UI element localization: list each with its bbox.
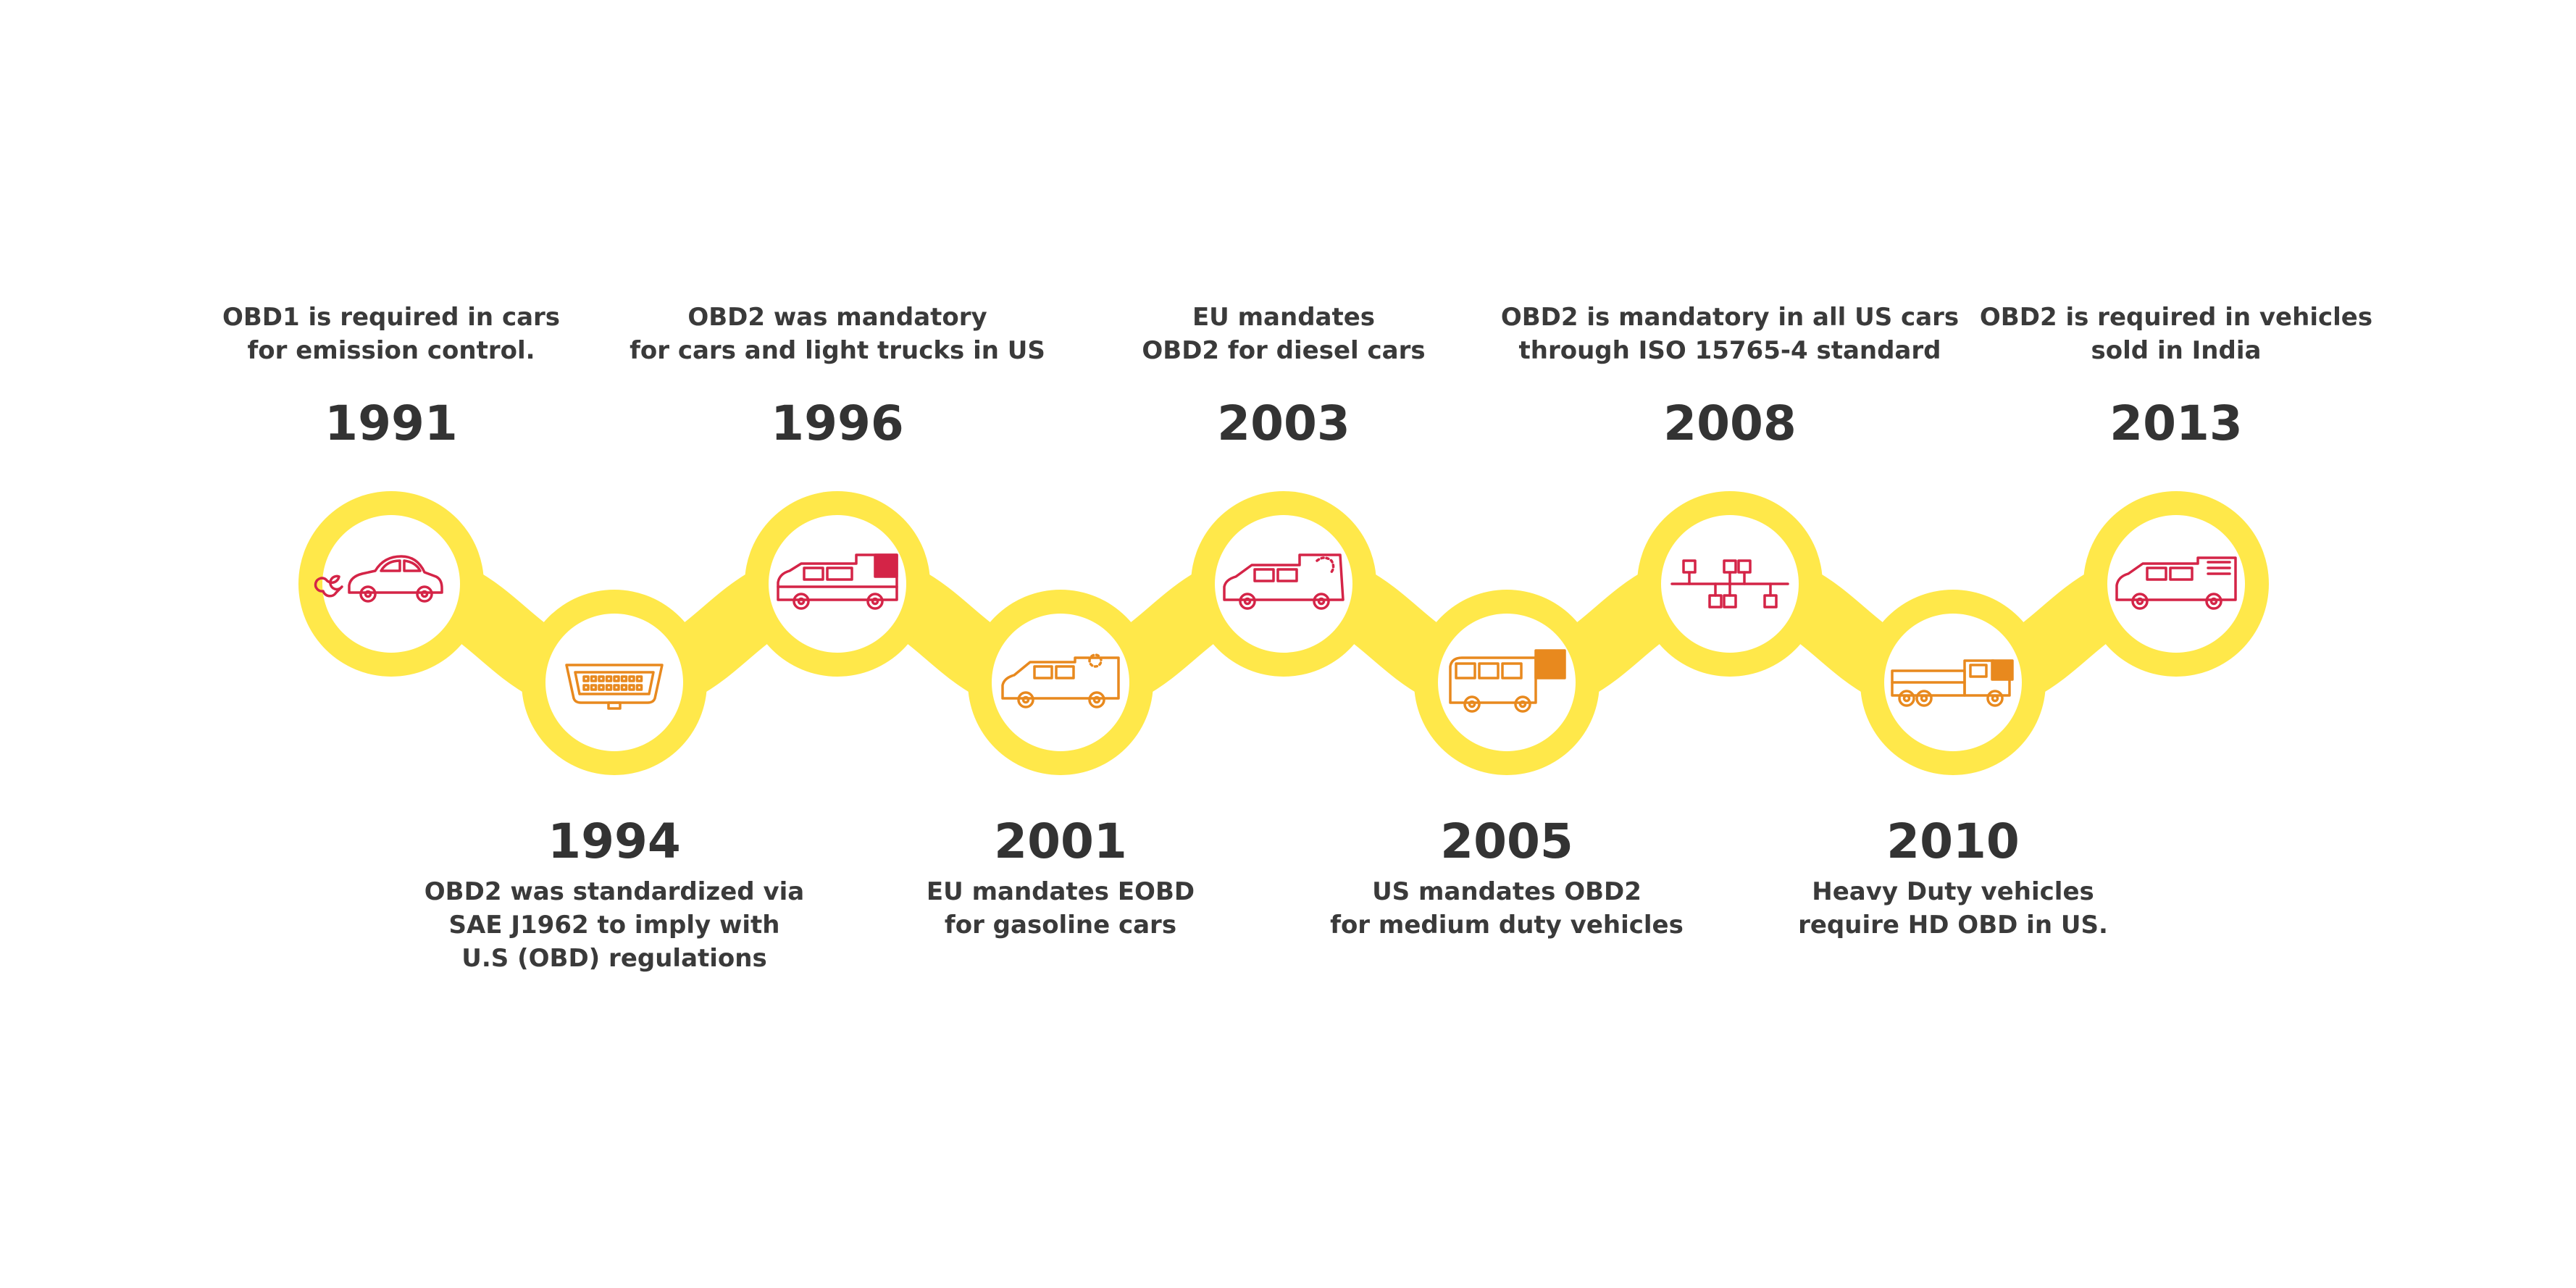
milestone-node-2001 — [968, 590, 1153, 775]
milestone-description: OBD2 was standardized via SAE J1962 to im… — [382, 875, 846, 975]
can-network-icon — [1670, 559, 1789, 609]
milestone-description: EU mandates EOBD for gasoline cars — [829, 875, 1292, 942]
description-line: sold in India — [2091, 336, 2262, 365]
milestone-node-2013 — [2083, 491, 2269, 677]
milestone-year: 2008 — [1663, 396, 1797, 451]
milestone-1996: 1996 OBD2 was mandatory for cars and light… — [606, 301, 1069, 453]
description-line: EU mandates — [1192, 303, 1376, 332]
milestone-year: 1996 — [771, 396, 904, 451]
milestone-2008: 2008 OBD2 is mandatory in all US cars thro… — [1498, 301, 1962, 453]
description-line: OBD2 is mandatory in all US cars — [1500, 303, 1960, 332]
milestone-node-2008 — [1637, 491, 1823, 677]
emission-car-icon — [314, 555, 443, 603]
description-line: OBD1 is required in cars — [222, 303, 561, 332]
description-line: for medium duty vehicles — [1330, 911, 1684, 940]
description-line: SAE J1962 to imply with — [448, 911, 780, 940]
light-truck-icon — [777, 553, 898, 610]
description-line: Heavy Duty vehicles — [1812, 877, 2094, 906]
description-line: for gasoline cars — [944, 911, 1177, 940]
milestone-2003: 2003 EU mandates OBD2 for diesel cars — [1052, 301, 1515, 453]
milestone-node-1996 — [745, 491, 930, 677]
description-line: U.S (OBD) regulations — [461, 944, 767, 973]
milestone-2001: 2001 EU mandates EOBD for gasoline cars — [829, 813, 1292, 994]
ring-inner — [992, 614, 1129, 751]
ring-inner — [545, 614, 683, 751]
milestone-year: 2001 — [994, 814, 1127, 869]
milestone-description: OBD1 is required in cars for emission con… — [159, 301, 623, 367]
description-line: for cars and light trucks in US — [630, 336, 1045, 365]
milestone-2010: 2010 Heavy Duty vehicles require HD OBD in… — [1721, 813, 2185, 994]
milestone-2005: 2005 US mandates OBD2 for medium duty vehi… — [1275, 813, 1739, 994]
milestone-description: OBD2 was mandatory for cars and light tru… — [606, 301, 1069, 367]
milestone-2013: 2013 OBD2 is required in vehicles sold in … — [1944, 301, 2408, 453]
milestone-description: Heavy Duty vehicles require HD OBD in US. — [1721, 875, 2185, 942]
description-line: OBD2 was mandatory — [687, 303, 987, 332]
milestone-node-1994 — [522, 590, 707, 775]
description-line: US mandates OBD2 — [1372, 877, 1642, 906]
milestone-year: 1991 — [325, 396, 458, 451]
obd-connector-icon — [565, 664, 664, 710]
description-line: EU mandates EOBD — [926, 877, 1195, 906]
milestone-year: 2003 — [1217, 396, 1350, 451]
milestone-1994: 1994 OBD2 was standardized via SAE J1962 t… — [382, 813, 846, 994]
heavy-truck-icon — [1891, 659, 2014, 707]
milestone-node-1991 — [298, 491, 484, 677]
milestone-year: 2005 — [1440, 814, 1573, 869]
description-line: through ISO 15765-4 standard — [1518, 336, 1941, 365]
description-line: OBD2 is required in vehicles — [1979, 303, 2373, 332]
milestone-1991: 1991 OBD1 is required in cars for emission… — [159, 301, 623, 453]
ring-inner — [322, 515, 460, 653]
diesel-car-icon — [1223, 553, 1345, 610]
india-vehicle-icon — [2115, 556, 2237, 610]
ring-inner — [769, 515, 906, 653]
milestone-year: 2013 — [2109, 396, 2243, 451]
milestone-description: OBD2 is mandatory in all US cars through … — [1498, 301, 1962, 367]
milestone-description: US mandates OBD2 for medium duty vehicles — [1275, 875, 1739, 942]
description-line: require HD OBD in US. — [1798, 911, 2108, 940]
gasoline-car-icon — [1001, 653, 1120, 708]
milestone-node-2010 — [1860, 590, 2046, 775]
milestone-year: 1994 — [548, 814, 681, 869]
milestone-node-2005 — [1414, 590, 1599, 775]
description-line: for emission control. — [247, 336, 535, 365]
medium-duty-van-icon — [1449, 649, 1566, 713]
ring-inner — [1438, 614, 1576, 751]
ring-inner — [1215, 515, 1352, 653]
milestone-description: EU mandates OBD2 for diesel cars — [1052, 301, 1515, 367]
ring-inner — [2107, 515, 2245, 653]
milestone-year: 2010 — [1886, 814, 2020, 869]
milestone-description: OBD2 is required in vehicles sold in Indi… — [1944, 301, 2408, 367]
milestone-node-2003 — [1191, 491, 1376, 677]
description-line: OBD2 was standardized via — [424, 877, 805, 906]
description-line: OBD2 for diesel cars — [1142, 336, 1426, 365]
